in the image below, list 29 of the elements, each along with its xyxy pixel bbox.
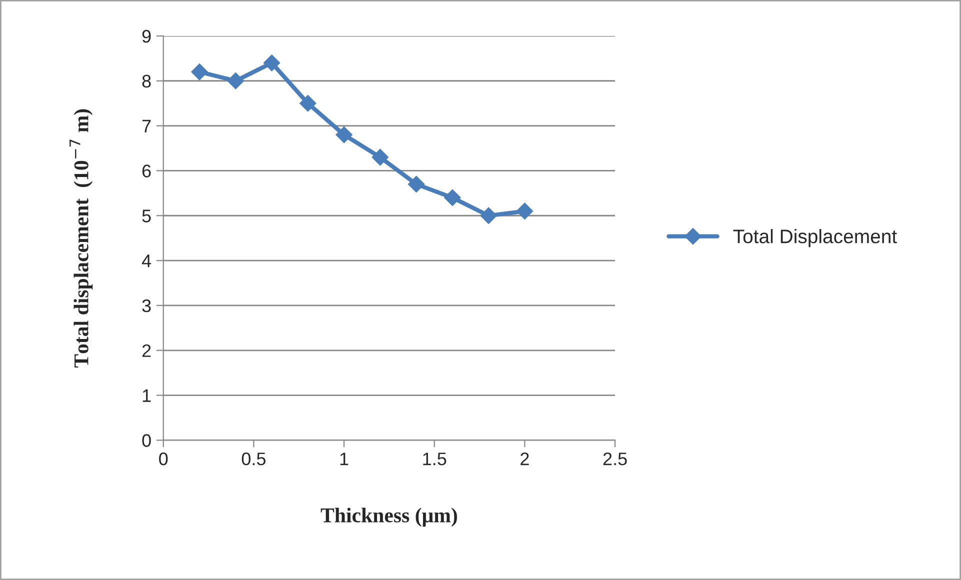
y-tick-label: 9: [142, 30, 151, 43]
point: [191, 64, 208, 80]
x-tick-label: 0.5: [242, 452, 266, 466]
x-tick-label: 0: [159, 452, 168, 466]
point: [372, 148, 389, 166]
y-tick-label: 8: [142, 74, 151, 88]
point: [300, 94, 316, 112]
point: [263, 54, 280, 72]
y-tick-label: 0: [142, 434, 151, 447]
legend-label: Total Displacement: [733, 229, 897, 248]
x-tick-label: 2.5: [603, 452, 627, 466]
point: [408, 176, 425, 193]
y-tick-label: 4: [142, 254, 152, 268]
y-tick-label: 7: [142, 120, 151, 132]
y-tick-label: 1: [142, 389, 151, 402]
x-tick-label: 1: [340, 452, 348, 466]
y-tick-label: 3: [142, 299, 151, 312]
x-tick-label: 1.5: [423, 452, 446, 466]
y-axis-title: Total displacement (10$^{−7}$ m): [70, 109, 93, 368]
x-tick-label: 2: [520, 452, 529, 466]
point: [227, 72, 244, 90]
y-tick-label: 6: [142, 164, 151, 178]
point: [480, 207, 497, 224]
point: [336, 126, 352, 144]
x-axis-title: Thickness (μm): [320, 508, 457, 527]
y-tick-label: 2: [142, 344, 151, 357]
point: [444, 189, 461, 206]
y-tick-label: 5: [142, 210, 151, 222]
point: [516, 202, 534, 220]
